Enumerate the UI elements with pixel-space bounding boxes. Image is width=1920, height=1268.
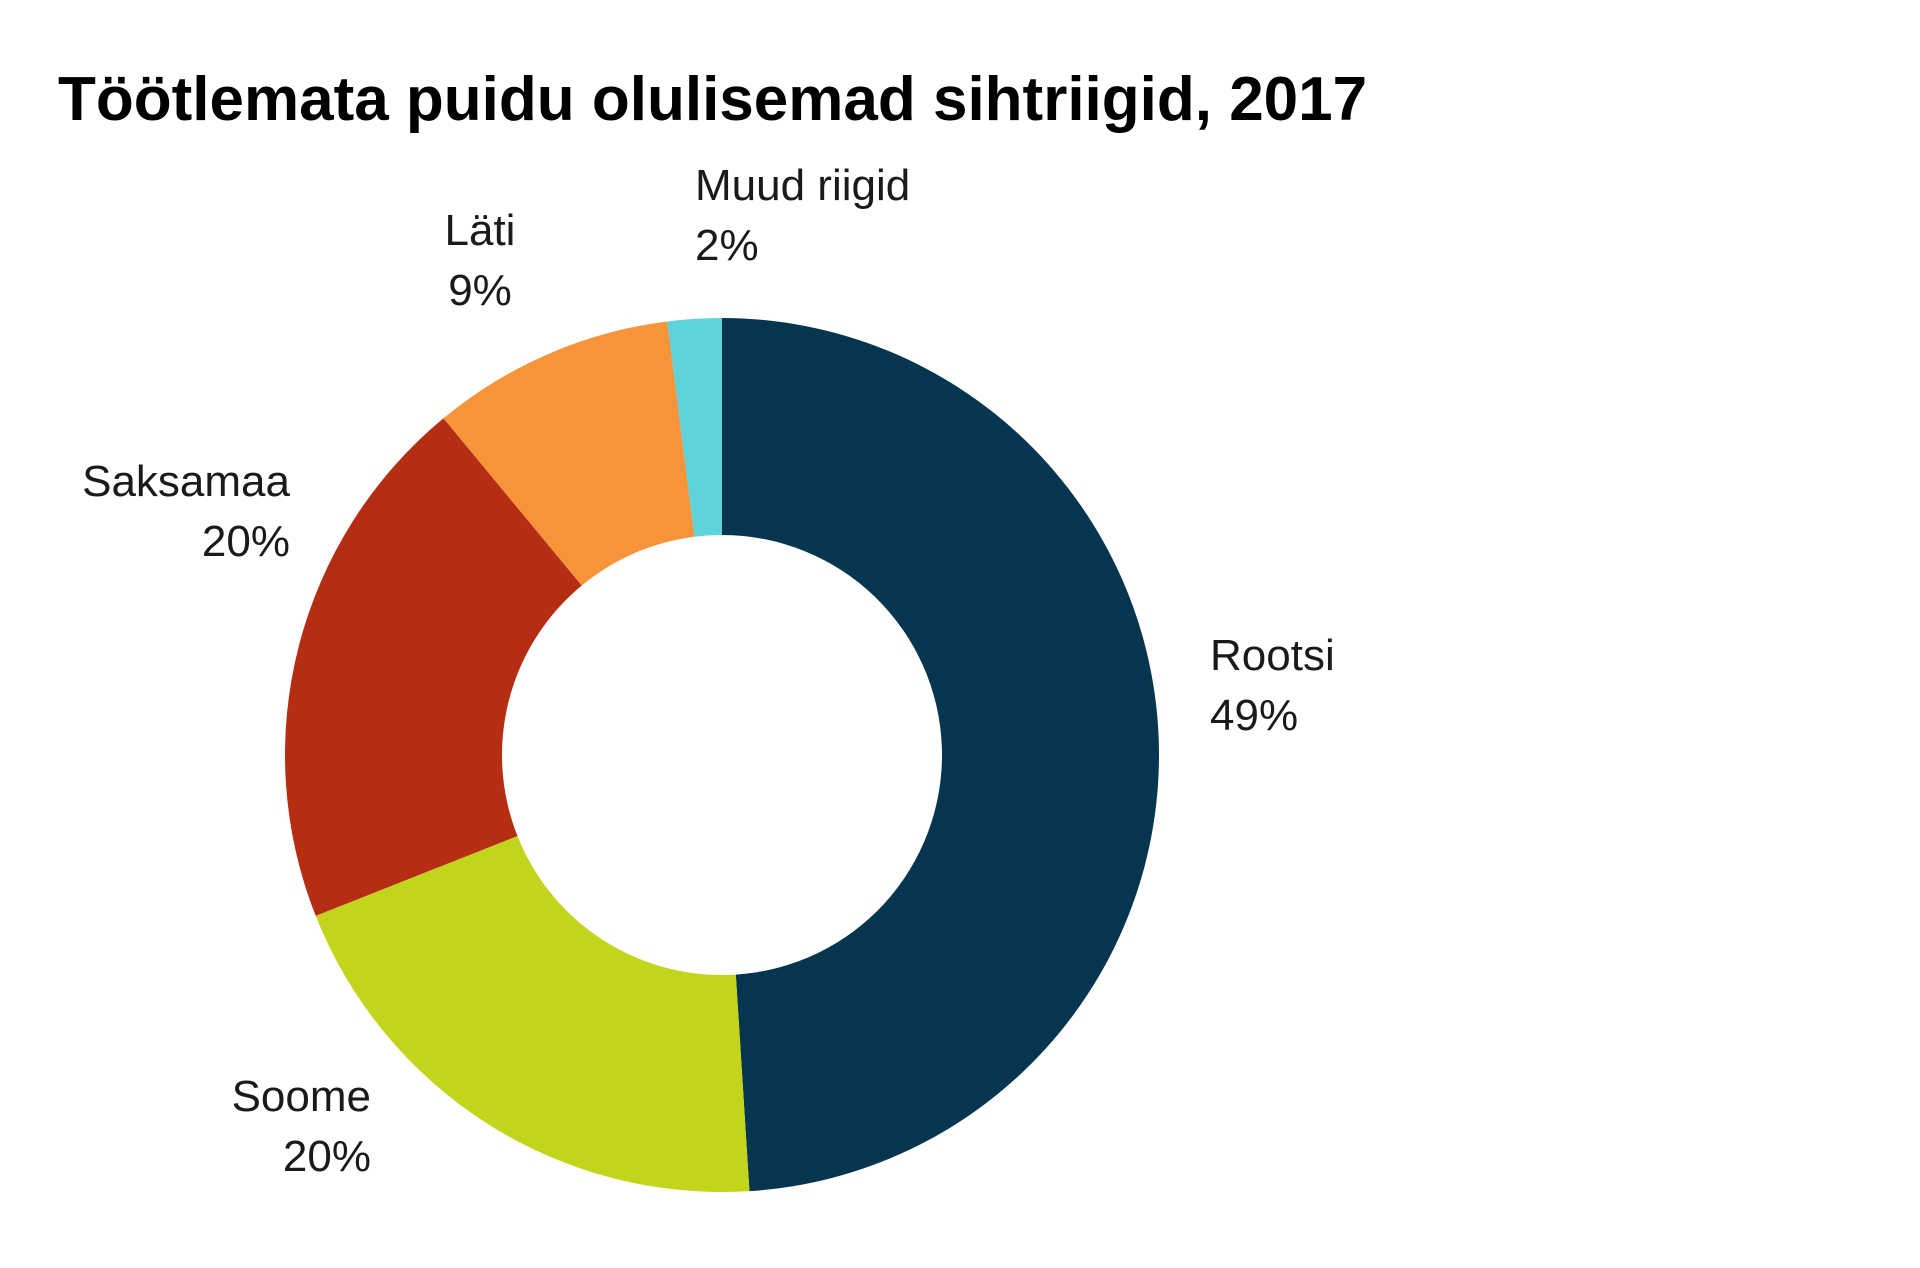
slice-value-label: 20%	[202, 517, 290, 566]
slice-value-label: 20%	[283, 1132, 371, 1181]
donut-slice	[315, 835, 750, 1192]
slice-value-label: 2%	[695, 221, 759, 270]
chart-title: Töötlemata puidu olulisemad sihtriigid, …	[58, 65, 1367, 134]
slice-label: Rootsi	[1210, 631, 1335, 680]
slice-label: Saksamaa	[82, 457, 290, 506]
donut-slice	[722, 318, 1159, 1192]
slice-value-label: 49%	[1210, 691, 1298, 740]
donut-slice	[667, 318, 722, 537]
slice-value-label: 9%	[448, 266, 512, 315]
slice-label: Läti	[445, 206, 516, 255]
slice-label: Soome	[232, 1072, 371, 1121]
slice-label: Muud riigid	[695, 161, 910, 210]
donut-slice	[285, 418, 582, 916]
donut-slice	[443, 321, 695, 586]
